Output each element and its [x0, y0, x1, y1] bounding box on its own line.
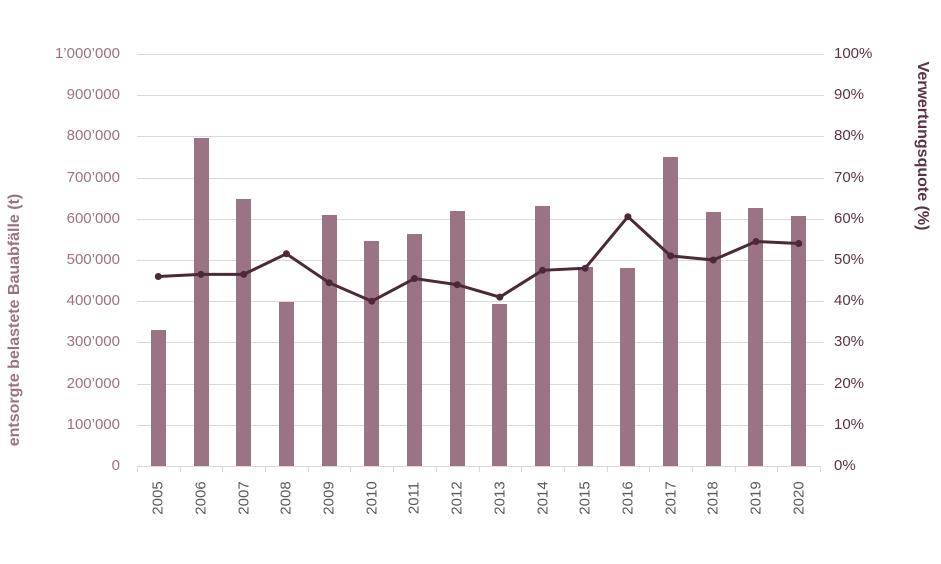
- x-axis-tick: [435, 466, 437, 472]
- bar-2010: [364, 241, 380, 466]
- line-point-2005: [154, 273, 162, 280]
- x-axis-tick: [563, 466, 565, 472]
- gridline: [137, 136, 824, 138]
- bar-2006: [193, 138, 209, 466]
- y-tick-label-right: 100%: [834, 45, 873, 62]
- x-axis-tick: [777, 466, 779, 472]
- y-tick-label-right: 10%: [834, 415, 865, 433]
- bar-2015: [577, 267, 593, 466]
- bar-2005: [150, 330, 166, 466]
- x-axis-tick: [265, 466, 267, 472]
- bar-2014: [535, 206, 551, 466]
- gridline: [137, 383, 824, 385]
- gridline: [137, 54, 824, 55]
- x-tick-label-2012: 2012: [448, 481, 466, 515]
- y-tick-label-right: 60%: [834, 209, 865, 227]
- x-tick-label-2007: 2007: [235, 481, 253, 515]
- x-axis-tick: [734, 466, 736, 472]
- x-tick-label-2008: 2008: [277, 481, 295, 515]
- y-tick-label-left: 300’000: [66, 333, 120, 351]
- y-tick-label-right: 70%: [834, 168, 865, 186]
- gridline: [137, 342, 824, 344]
- y-tick-label-right: 30%: [834, 333, 865, 351]
- y-tick-label-left: 0: [111, 457, 120, 474]
- x-axis-tick: [350, 466, 352, 472]
- y-tick-label-right: 40%: [834, 292, 865, 310]
- gridline: [137, 424, 824, 426]
- left-axis-title: entsorgte belastete Bauabfälle (t): [6, 193, 23, 447]
- bar-2017: [663, 157, 679, 466]
- x-tick-label-2006: 2006: [192, 481, 210, 515]
- x-tick-label-2018: 2018: [704, 481, 722, 515]
- line-point-2013: [496, 293, 504, 301]
- x-tick-label-2013: 2013: [491, 481, 509, 515]
- bar-2019: [748, 207, 764, 466]
- y-tick-label-left: 800’000: [66, 127, 120, 145]
- x-tick-label-2011: 2011: [405, 481, 423, 515]
- bar-2020: [791, 215, 807, 466]
- x-axis-tick: [137, 466, 138, 472]
- bar-2011: [406, 233, 422, 466]
- gridline: [137, 177, 824, 179]
- bar-2018: [705, 211, 721, 466]
- y-tick-label-left: 200’000: [66, 374, 120, 392]
- y-tick-label-right: 50%: [834, 251, 865, 268]
- y-tick-label-right: 80%: [834, 127, 865, 145]
- y-tick-label-right: 0%: [834, 457, 856, 474]
- x-tick-label-2010: 2010: [363, 481, 381, 515]
- y-tick-label-right: 90%: [834, 86, 865, 104]
- x-axis-tick: [649, 466, 651, 472]
- x-axis-tick: [393, 466, 395, 472]
- x-axis-tick: [222, 466, 224, 472]
- line-point-2008: [282, 250, 290, 258]
- bar-2007: [236, 199, 252, 466]
- x-axis-tick: [179, 466, 181, 472]
- gridline: [137, 95, 824, 97]
- x-axis-tick: [820, 466, 821, 472]
- x-tick-label-2014: 2014: [534, 481, 552, 515]
- x-axis-tick: [478, 466, 480, 472]
- y-tick-label-left: 1’000’000: [54, 45, 120, 62]
- y-tick-label-left: 700’000: [66, 168, 120, 186]
- x-tick-label-2015: 2015: [576, 481, 594, 515]
- bar-2009: [321, 214, 337, 466]
- bar-2016: [620, 268, 636, 466]
- x-tick-label-2019: 2019: [747, 481, 765, 515]
- x-axis-tick: [691, 466, 693, 472]
- bar-2008: [278, 302, 294, 466]
- y-tick-label-left: 900’000: [66, 86, 120, 104]
- bar-2013: [492, 304, 508, 466]
- x-tick-label-2009: 2009: [320, 481, 338, 515]
- bar-2012: [449, 210, 465, 466]
- y-tick-label-left: 100’000: [66, 415, 120, 433]
- x-axis-tick: [307, 466, 309, 472]
- x-tick-label-2005: 2005: [149, 481, 167, 515]
- verwertungsquote-line: [158, 214, 799, 303]
- x-axis-tick: [606, 466, 608, 472]
- y-tick-label-left: 400’000: [66, 292, 120, 310]
- y-tick-label-right: 20%: [834, 374, 865, 392]
- y-tick-label-left: 600’000: [66, 209, 120, 227]
- right-axis-title: Verwertungsquote (%): [914, 61, 931, 231]
- x-tick-label-2017: 2017: [662, 481, 680, 515]
- x-tick-label-2016: 2016: [619, 481, 637, 515]
- x-axis-tick: [521, 466, 523, 472]
- x-tick-label-2020: 2020: [790, 481, 808, 515]
- y-tick-label-left: 500’000: [66, 251, 120, 268]
